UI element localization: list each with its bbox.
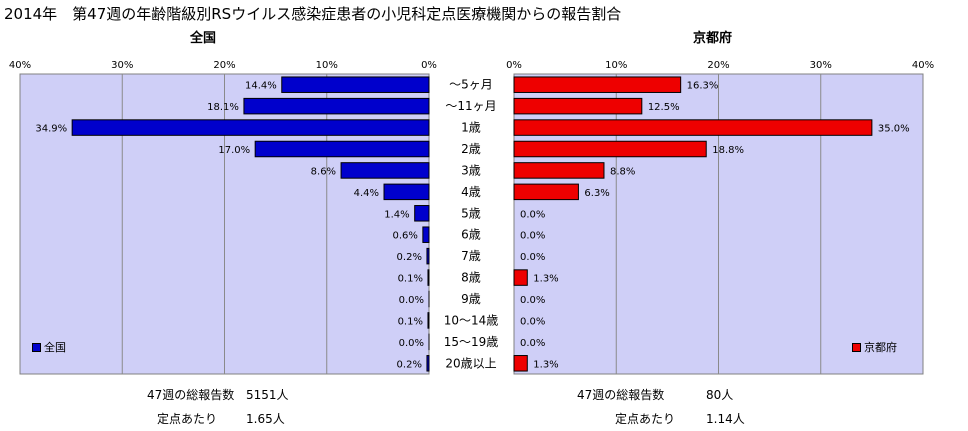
left-tick-label: 0%	[421, 60, 437, 71]
right-bar	[513, 76, 682, 93]
left-bar	[340, 162, 430, 179]
chart-title: 2014年 第47週の年齢階級別RSウイルス感染症患者の小児科定点医療機関からの…	[4, 5, 622, 23]
left-bar-label: 0.0%	[399, 338, 424, 349]
category-label: 6歳	[461, 228, 481, 242]
left-bar	[243, 97, 430, 115]
left-bar-label: 34.9%	[35, 124, 67, 135]
right-bar-label: 8.8%	[610, 166, 635, 177]
left-tick-label: 20%	[213, 60, 235, 71]
left-tick-label: 40%	[9, 60, 31, 71]
left-bar-label: 4.4%	[354, 188, 379, 199]
left-bar-label: 0.2%	[397, 359, 422, 370]
right-bar-label: 16.3%	[687, 81, 719, 92]
left-bar	[254, 140, 430, 158]
right-tick-label: 10%	[605, 60, 627, 71]
left-tick-label: 10%	[316, 60, 338, 71]
left-bar	[281, 76, 430, 93]
left-tick-label: 30%	[111, 60, 133, 71]
right-bar-label: 0.0%	[520, 316, 545, 327]
right-tick-label: 0%	[506, 60, 522, 71]
left-total-label: 47週の総報告数	[147, 388, 235, 402]
right-bar-label: 0.0%	[520, 252, 545, 263]
left-per-site-value: 1.65人	[246, 412, 285, 426]
category-label: 3歳	[461, 163, 481, 177]
right-bar-label: 0.0%	[520, 209, 545, 220]
right-bar-label: 35.0%	[878, 124, 910, 135]
category-label: ～11ヶ月	[445, 99, 496, 113]
right-bar	[513, 183, 579, 201]
left-total-value: 5151人	[246, 388, 289, 402]
category-label: 2歳	[461, 142, 481, 156]
right-bar-label: 0.0%	[520, 338, 545, 349]
right-bar	[513, 97, 643, 115]
left-bar-label: 0.2%	[397, 252, 422, 263]
category-label: 9歳	[461, 292, 481, 306]
left-bar	[383, 183, 430, 201]
right-bar-label: 0.0%	[520, 231, 545, 242]
category-label: 10～14歳	[444, 313, 499, 327]
left-bar	[71, 119, 430, 136]
right-bar-label: 0.0%	[520, 295, 545, 306]
right-bar-label: 1.3%	[533, 359, 558, 370]
right-bar	[513, 355, 528, 372]
left-bar-label: 0.1%	[398, 274, 423, 285]
left-bar	[414, 205, 430, 222]
right-legend: 京都府	[852, 339, 897, 355]
left-bar	[427, 269, 430, 286]
left-per-site-label: 定点あたり	[157, 412, 218, 426]
right-bar-label: 6.3%	[584, 188, 609, 199]
right-bar	[513, 119, 873, 136]
right-per-site-label: 定点あたり	[615, 412, 676, 426]
right-per-site-value: 1.14人	[706, 412, 745, 426]
left-bar	[422, 226, 430, 243]
left-panel-title: 全国	[190, 31, 217, 46]
right-total-label: 47週の総報告数	[577, 388, 665, 402]
left-bar-label: 0.1%	[398, 316, 423, 327]
category-label: ～5ヶ月	[449, 78, 493, 92]
right-legend-swatch	[852, 342, 861, 352]
left-bar	[427, 312, 430, 329]
right-tick-label: 40%	[912, 60, 934, 71]
category-label: 8歳	[461, 271, 481, 285]
left-bar-label: 0.0%	[399, 295, 424, 306]
left-legend-label: 全国	[44, 341, 66, 354]
right-bar	[513, 140, 707, 158]
right-bar-label: 1.3%	[533, 274, 558, 285]
left-bar	[426, 247, 430, 265]
category-label: 4歳	[461, 185, 481, 199]
right-bar-label: 12.5%	[648, 102, 680, 113]
right-tick-label: 30%	[810, 60, 832, 71]
right-total-value: 80人	[706, 388, 734, 402]
left-legend-swatch	[32, 342, 41, 352]
left-bar-label: 18.1%	[207, 102, 239, 113]
right-bar-label: 18.8%	[712, 145, 744, 156]
left-bar-label: 14.4%	[245, 81, 277, 92]
category-label: 7歳	[461, 249, 481, 263]
left-bar-label: 1.4%	[384, 209, 409, 220]
left-legend: 全国	[32, 339, 66, 355]
left-bar-label: 17.0%	[218, 145, 250, 156]
right-panel-title: 京都府	[693, 31, 733, 46]
left-bar-label: 0.6%	[392, 231, 417, 242]
category-label: 20歳以上	[445, 356, 496, 370]
right-bar	[513, 162, 605, 179]
left-bar	[426, 355, 430, 372]
category-label: 1歳	[461, 121, 481, 135]
category-label: 5歳	[461, 206, 481, 220]
left-bar-label: 8.6%	[311, 166, 336, 177]
right-tick-label: 20%	[707, 60, 729, 71]
right-legend-label: 京都府	[864, 341, 897, 354]
right-bar	[513, 269, 528, 286]
category-label: 15～19歳	[444, 335, 499, 349]
